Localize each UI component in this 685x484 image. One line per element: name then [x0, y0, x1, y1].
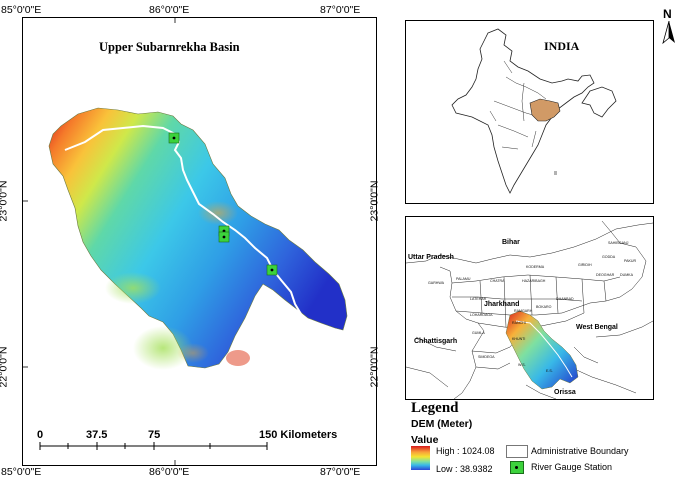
legend-value-label: Value — [411, 434, 439, 446]
gauge-station-marker — [218, 231, 230, 243]
scale-label-75: 75 — [148, 429, 161, 441]
district-label: CHATRA — [490, 279, 505, 283]
main-map-title: Upper Subarnrekha Basin — [99, 40, 240, 54]
region-outline-map — [406, 220, 653, 399]
india-inset-title: INDIA — [544, 39, 580, 53]
basin-dem-map — [23, 18, 376, 465]
india-outline-map — [451, 28, 617, 194]
legend-title: Legend — [411, 400, 459, 416]
scale-label-0: 0 — [37, 429, 44, 441]
scale-bar — [39, 442, 268, 450]
district-label: GIRIDIH — [578, 263, 592, 267]
basin-polygon — [48, 107, 348, 369]
state-label-bihar: Bihar — [502, 239, 520, 246]
district-label: DEOGHAR — [596, 273, 615, 277]
district-label: LATEHAR — [470, 297, 487, 301]
bottom-tick-85e: 85°0'0"E — [1, 466, 42, 478]
legend-low-label: Low : 38.9382 — [436, 464, 493, 474]
district-label: W.S. — [518, 363, 526, 367]
state-label-chhattisgarh: Chhattisgarh — [414, 338, 458, 345]
district-label: PAKUR — [624, 259, 637, 263]
district-label: RANCHI — [512, 321, 526, 325]
district-label: GODDA — [602, 255, 616, 259]
region-inset: Bihar Uttar Pradesh Jharkhand West Benga… — [405, 216, 654, 400]
gauge-station-marker — [168, 132, 180, 144]
district-label: E.S. — [546, 369, 553, 373]
state-label-orissa: Orissa — [554, 389, 576, 396]
main-map-frame: Upper Subarnrekha Basin 0 37.5 75 150 Ki… — [22, 17, 377, 466]
district-label: GARHWA — [428, 281, 445, 285]
district-label: RAMGARH — [514, 309, 533, 313]
legend-subtitle: DEM (Meter) — [411, 418, 473, 430]
legend-gauge-label: River Gauge Station — [531, 462, 613, 472]
river-line — [64, 124, 316, 329]
left-tick-22n: 22°0'0"N — [0, 346, 10, 388]
scale-label-37-5: 37.5 — [86, 429, 108, 441]
district-label: KODERMA — [526, 265, 545, 269]
district-label: LOHARDAGA — [470, 313, 493, 317]
district-label: SAHIBGANJ — [608, 241, 629, 245]
district-label: DUMKA — [620, 273, 633, 277]
jharkhand-highlight — [529, 98, 561, 122]
north-arrow-label: N — [663, 7, 672, 21]
north-arrow-icon — [662, 21, 675, 45]
top-tick-87e: 87°0'0"E — [320, 4, 361, 16]
bottom-tick-86e: 86°0'0"E — [149, 466, 190, 478]
right-tick-22n: 22°0'0"N — [368, 346, 381, 388]
left-tick-23n: 23°0'0"N — [0, 180, 10, 222]
right-tick-23n: 23°0'0"N — [368, 180, 381, 222]
district-label: BOKARO — [536, 305, 552, 309]
state-label-west-bengal: West Bengal — [576, 324, 618, 331]
gauge-station-marker — [266, 264, 278, 276]
mini-basin — [505, 310, 579, 390]
bottom-tick-87e: 87°0'0"E — [320, 466, 361, 478]
district-label: HAZARIBAGH — [522, 279, 546, 283]
legend-boundary-label: Administrative Boundary — [531, 446, 629, 456]
state-label-uttar-pradesh: Uttar Pradesh — [408, 254, 454, 261]
gauge-swatch — [510, 461, 524, 474]
district-label: KHUNTI — [512, 337, 526, 341]
dem-color-ramp — [411, 446, 430, 470]
top-tick-86e: 86°0'0"E — [149, 4, 190, 16]
legend-high-label: High : 1024.08 — [436, 446, 495, 456]
boundary-swatch — [506, 445, 528, 458]
district-label: SIMDEGA — [478, 355, 495, 359]
india-inset: INDIA — [405, 20, 654, 204]
scale-label-150-km: 150 Kilometers — [259, 429, 338, 441]
state-label-jharkhand: Jharkhand — [484, 301, 520, 308]
district-label: PALAMU — [456, 277, 471, 281]
top-tick-85e: 85°0'0"E — [1, 4, 42, 16]
district-label: GUMLA — [472, 331, 485, 335]
district-label: DHANBAD — [556, 297, 574, 301]
